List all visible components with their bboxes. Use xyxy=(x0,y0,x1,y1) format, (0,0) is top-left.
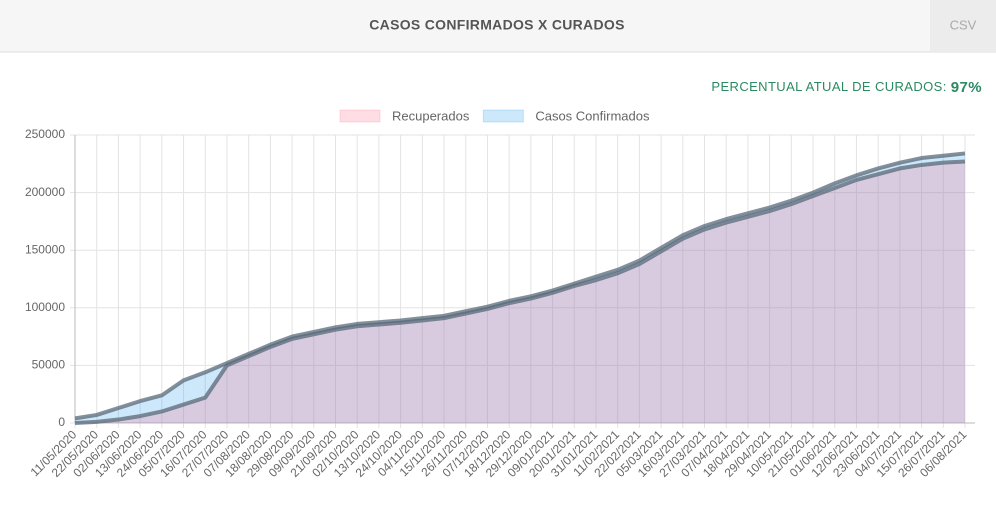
summary-label: PERCENTUAL ATUAL DE CURADOS: xyxy=(711,79,946,94)
csv-button-label[interactable]: CSV xyxy=(950,17,977,32)
area xyxy=(75,161,965,423)
y-tick-label: 150000 xyxy=(25,242,65,256)
y-tick-label: 0 xyxy=(58,415,65,429)
legend-label: Casos Confirmados xyxy=(535,108,650,123)
header-title: CASOS CONFIRMADOS X CURADOS xyxy=(369,17,624,33)
summary-value: 97% xyxy=(951,79,982,96)
y-tick-label: 250000 xyxy=(25,127,65,141)
line xyxy=(74,159,966,425)
summary: PERCENTUAL ATUAL DE CURADOS: 97% xyxy=(711,79,982,96)
area xyxy=(75,153,965,423)
legend-label: Recuperados xyxy=(392,108,470,123)
legend-swatch xyxy=(339,109,381,123)
legend-swatch xyxy=(482,109,524,123)
csv-button[interactable] xyxy=(930,0,996,52)
chart: 05000010000015000020000025000011/05/2020… xyxy=(25,108,975,480)
header-bar xyxy=(0,0,996,52)
y-tick-label: 100000 xyxy=(25,300,65,314)
y-tick-label: 50000 xyxy=(32,358,66,372)
y-tick-label: 200000 xyxy=(25,185,65,199)
line xyxy=(74,151,966,421)
